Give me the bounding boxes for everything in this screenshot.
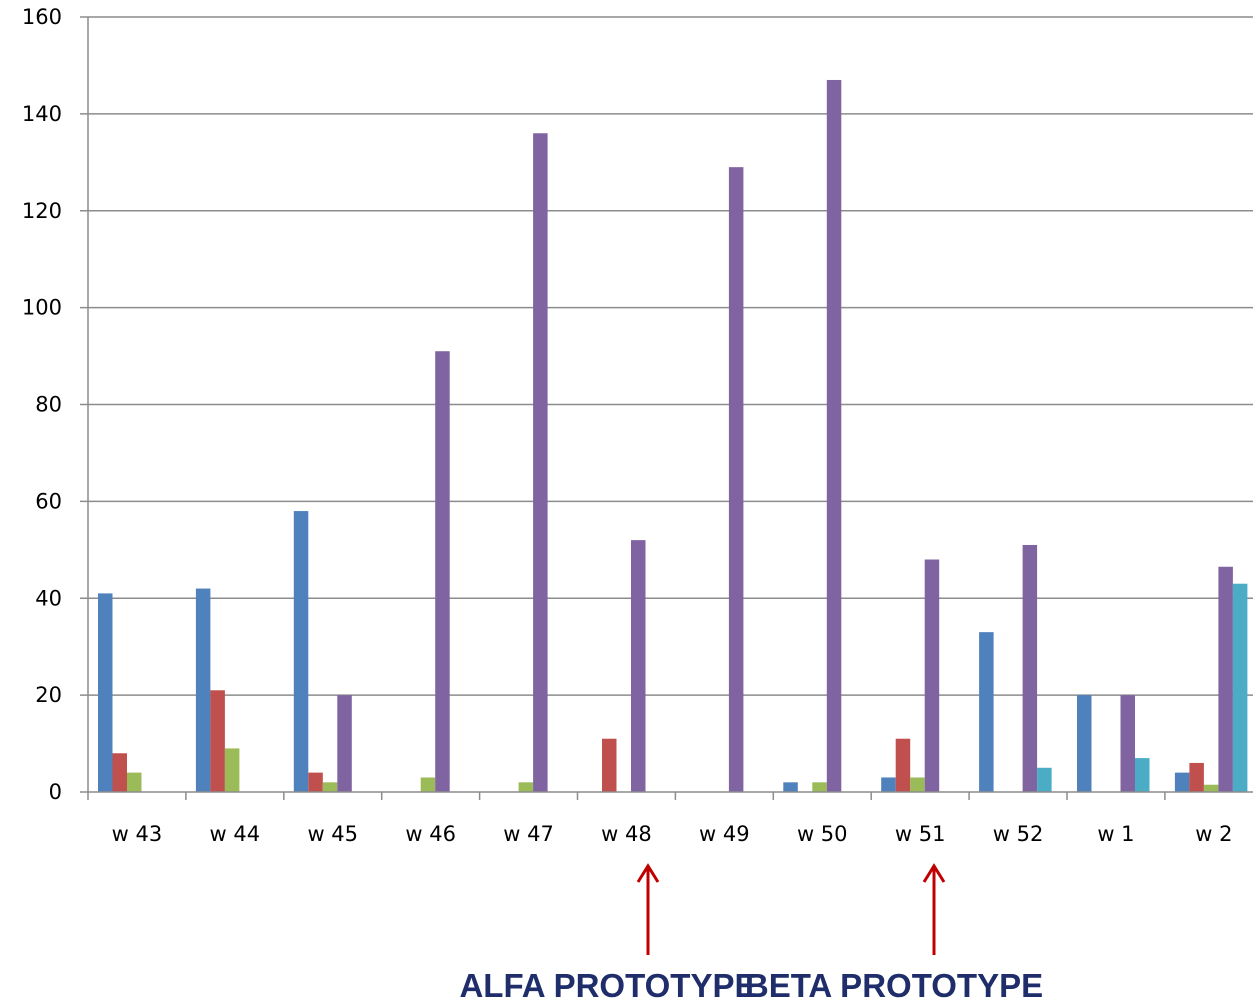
bar [322,782,338,792]
bar [224,748,240,792]
bar [1077,695,1092,792]
bar [435,351,450,792]
bar [518,782,534,792]
annotation-label: ALFA PROTOTYPE [459,967,756,1004]
bar [1120,695,1135,792]
bar [195,588,211,792]
bar [895,738,911,792]
bar [924,559,940,792]
y-tick-label: 140 [22,102,62,126]
bar [1022,544,1038,792]
bar [127,772,142,792]
bar [1218,566,1233,792]
bar [1189,762,1204,792]
x-axis-labels: w 43 w 44 w 45 w 46 w 47 w 48 w 49 w 50 w 51 w 52… [112,822,1233,846]
y-tick-label: 160 [22,5,62,29]
bar [210,690,225,792]
annotation-arrow-head [922,863,946,883]
bar [602,738,617,792]
bar [1135,758,1150,792]
x-tick-label: w 1 [1097,822,1134,846]
bar [308,772,323,792]
bar [1232,583,1248,792]
bar [112,753,127,792]
x-tick-label: w 49 [699,822,750,846]
x-tick-label: w 48 [601,822,652,846]
x-tick-label: w 47 [503,822,554,846]
bar [910,777,925,792]
bar [783,782,798,792]
gridlines [88,16,1253,696]
annotation-label: BETA PROTOTYPE [745,967,1043,1004]
bar [1174,772,1190,792]
bar [533,133,548,792]
bar [826,79,842,792]
bar [293,511,309,792]
x-tick-label: w 52 [993,822,1044,846]
bar [98,593,113,792]
x-tick-label: w 43 [112,822,163,846]
y-tick-label: 20 [35,683,62,707]
bar [812,782,827,792]
axes [87,17,1253,800]
bar [631,540,646,792]
bar [337,695,352,792]
x-tick-label: w 44 [210,822,261,846]
y-axis-ticks: 0 20 40 60 80 100 120 140 160 [22,5,88,804]
bar [1037,767,1052,792]
x-tick-label: w 50 [797,822,848,846]
bar [979,632,994,792]
bar [728,167,744,792]
x-tick-label: w 51 [895,822,946,846]
y-tick-label: 100 [22,296,62,320]
y-tick-label: 60 [35,489,62,513]
y-tick-label: 80 [35,393,62,417]
x-tick-label: w 2 [1195,822,1232,846]
y-tick-label: 0 [49,780,62,804]
x-tick-label: w 46 [405,822,456,846]
bars [98,79,1248,792]
x-tick-label: w 45 [307,822,358,846]
bar [420,777,436,792]
annotation-arrow-head [636,863,660,883]
y-tick-label: 120 [22,199,62,223]
bar [881,777,896,792]
y-tick-label: 40 [35,586,62,610]
bar [1203,784,1219,792]
